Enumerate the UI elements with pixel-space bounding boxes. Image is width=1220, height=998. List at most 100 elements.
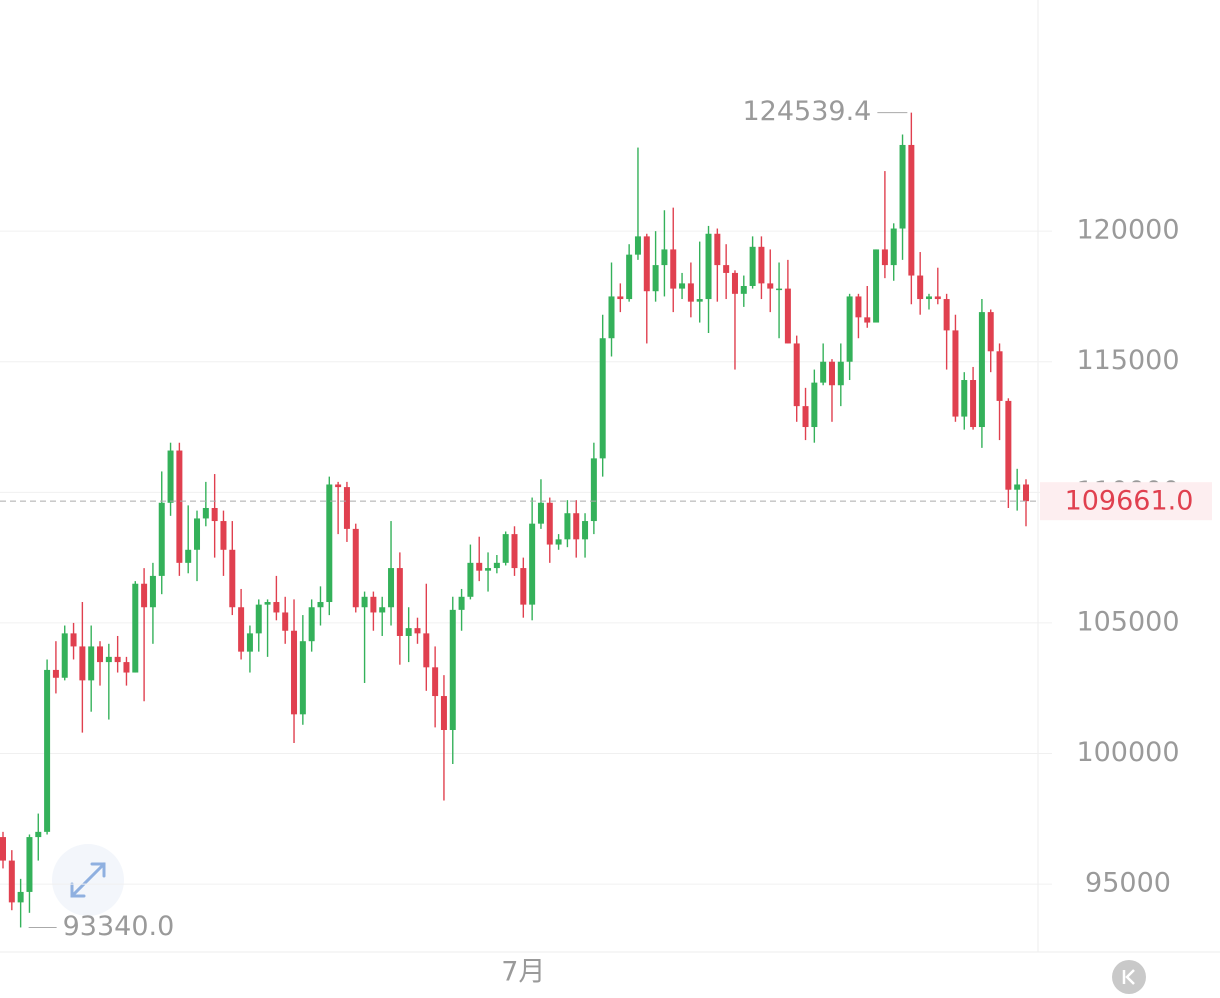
candle-body bbox=[564, 513, 571, 540]
candle-body bbox=[1014, 484, 1021, 490]
candle-body bbox=[414, 628, 421, 634]
expand-icon bbox=[70, 862, 106, 898]
candle-body bbox=[246, 633, 253, 652]
back-to-latest-button[interactable] bbox=[1112, 960, 1146, 994]
candle-body bbox=[440, 696, 447, 730]
candle-body bbox=[79, 646, 86, 681]
candle-body bbox=[485, 568, 492, 571]
candle-body bbox=[405, 628, 412, 636]
candle-body bbox=[811, 382, 818, 428]
candle-body bbox=[114, 656, 121, 663]
candle-body bbox=[229, 549, 236, 608]
candle-body bbox=[149, 575, 156, 608]
plot: 950001000001050001100001150001200007月124… bbox=[0, 96, 1212, 988]
candle-body bbox=[458, 596, 465, 610]
candles bbox=[0, 112, 1029, 928]
candle-body bbox=[220, 521, 227, 550]
candle-body bbox=[467, 562, 474, 597]
max-label: 124539.4 bbox=[743, 96, 872, 127]
candle-body bbox=[626, 254, 633, 300]
candle-body bbox=[608, 296, 615, 339]
candle-body bbox=[502, 534, 509, 563]
candle-body bbox=[326, 484, 333, 603]
candle-body bbox=[970, 380, 977, 428]
candle-body bbox=[308, 607, 315, 642]
candle-body bbox=[679, 283, 686, 289]
candle-body bbox=[70, 633, 77, 647]
y-tick-label: 100000 bbox=[1076, 737, 1179, 768]
candle-body bbox=[749, 246, 756, 286]
candle-body bbox=[908, 144, 915, 276]
candle-body bbox=[361, 596, 368, 608]
candle-body bbox=[352, 528, 359, 608]
candle-body bbox=[855, 296, 862, 318]
y-tick-label: 105000 bbox=[1076, 606, 1179, 637]
candle-body bbox=[802, 406, 809, 428]
candle-body bbox=[202, 507, 209, 519]
candle-body bbox=[590, 458, 597, 522]
candle-body bbox=[211, 507, 218, 522]
candle-body bbox=[1023, 484, 1029, 502]
candle-body bbox=[573, 513, 580, 540]
candle-body bbox=[317, 602, 324, 608]
last-price-bg bbox=[1040, 482, 1212, 521]
candle-body bbox=[520, 568, 527, 605]
candle-body bbox=[634, 236, 641, 255]
candle-body bbox=[379, 607, 386, 613]
candle-body bbox=[652, 265, 659, 292]
candle-body bbox=[291, 630, 298, 715]
candle-body bbox=[396, 568, 403, 636]
candle-body bbox=[776, 288, 783, 291]
candle-body bbox=[599, 338, 606, 459]
candle-body bbox=[643, 236, 650, 292]
candle-body bbox=[167, 450, 174, 503]
candle-body bbox=[837, 361, 844, 386]
candle-body bbox=[44, 669, 51, 832]
candle-body bbox=[343, 487, 350, 529]
y-tick-label: 95000 bbox=[1085, 868, 1171, 899]
button-bg bbox=[1112, 960, 1146, 994]
candle-body bbox=[899, 144, 906, 229]
y-tick-label: 115000 bbox=[1076, 345, 1179, 376]
candle-body bbox=[661, 249, 668, 266]
candle-body bbox=[105, 656, 112, 663]
candle-body bbox=[35, 831, 42, 838]
candle-body bbox=[141, 583, 148, 608]
candle-body bbox=[996, 351, 1003, 401]
candle-body bbox=[370, 596, 377, 613]
candle-body bbox=[282, 612, 289, 631]
min-label: 93340.0 bbox=[63, 911, 175, 942]
candle-body bbox=[529, 523, 536, 605]
candle-body bbox=[617, 296, 624, 300]
candle-body bbox=[784, 288, 791, 344]
x-tick-label: 7月 bbox=[501, 957, 545, 988]
button-icon bbox=[1122, 969, 1135, 985]
candle-body bbox=[943, 299, 950, 331]
candle-body bbox=[97, 646, 104, 663]
candle-body bbox=[890, 228, 897, 266]
candle-body bbox=[423, 633, 430, 668]
candle-body bbox=[881, 249, 888, 266]
candle-body bbox=[449, 609, 456, 730]
candle-body bbox=[8, 860, 15, 903]
candle-body bbox=[238, 607, 245, 652]
candle-body bbox=[758, 246, 765, 284]
candle-body bbox=[194, 518, 201, 550]
candle-body bbox=[740, 285, 747, 294]
candle-body bbox=[273, 602, 280, 613]
candle-body bbox=[493, 562, 500, 569]
candle-body bbox=[17, 891, 24, 903]
candle-body bbox=[846, 296, 853, 362]
expand-button[interactable] bbox=[52, 844, 124, 916]
candle-body bbox=[873, 249, 880, 323]
candle-body bbox=[537, 502, 544, 524]
last-price-label: 109661.0 bbox=[1065, 486, 1194, 517]
candle-body bbox=[335, 484, 342, 488]
candle-body bbox=[714, 233, 721, 266]
candle-body bbox=[1005, 400, 1012, 490]
candle-body bbox=[934, 296, 941, 300]
candle-body bbox=[61, 633, 68, 678]
candle-body bbox=[0, 837, 6, 861]
candle-body bbox=[185, 549, 192, 563]
